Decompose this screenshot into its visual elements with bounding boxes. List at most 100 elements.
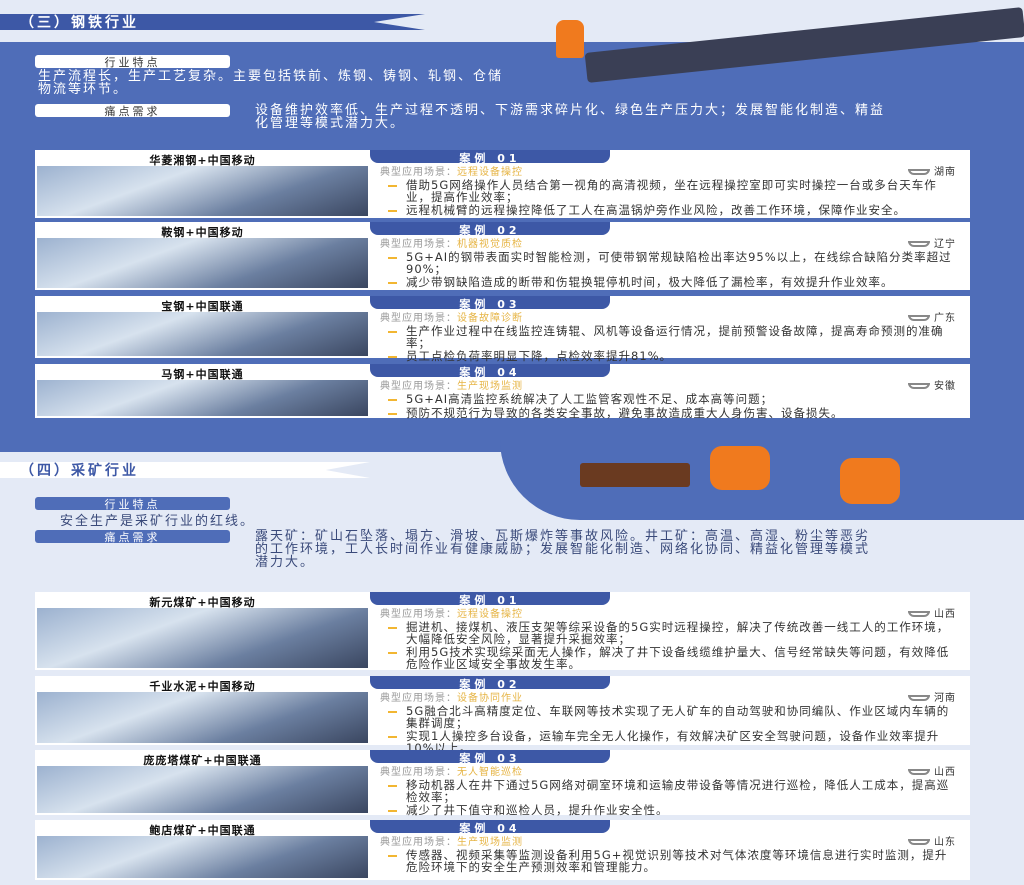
case-photo: 宝钢+中国联通: [35, 296, 370, 358]
mining-feature-text: 安全生产是采矿行业的红线。: [60, 514, 256, 529]
case-row: 华菱湘钢+中国移动 案例 01 典型应用场景：远程设备操控 湖南 借助5G网络操作人员结…: [35, 150, 970, 218]
location-pin-icon: [908, 169, 930, 175]
case-row: 鞍钢+中国移动 案例 02 典型应用场景：机器视觉质检 辽宁 5G+AI的钢带表面实时智…: [35, 222, 970, 290]
location-pin-icon: [908, 839, 930, 845]
case-caption: 马钢+中国联通: [37, 366, 368, 381]
bullet-item: 传感器、视频采集等监测设备利用5G+视觉识别等技术对气体浓度等环境信息进行实时监…: [380, 849, 956, 873]
location-text: 山东: [934, 837, 956, 848]
bullet-item: 5G+AI的钢带表面实时智能检测，可使带钢常规缺陷检出率达95%以上，在线综合缺…: [380, 251, 956, 275]
scene-info: 典型应用场景：生产现场监测: [380, 833, 523, 848]
scene-label: 典型应用场景：: [380, 837, 457, 848]
location-text: 湖南: [934, 167, 956, 178]
location-pin-icon: [908, 241, 930, 247]
bullet-item: 减少了井下值守和巡检人员，提升作业安全性。: [380, 804, 956, 817]
scene-line: 典型应用场景：生产现场监测 安徽: [380, 377, 956, 392]
scene-info: 典型应用场景：机器视觉质检: [380, 235, 523, 250]
location-pin-icon: [908, 315, 930, 321]
scene-value: 设备故障诊断: [457, 313, 523, 324]
location-text: 河南: [934, 693, 956, 704]
scene-info: 典型应用场景：设备故障诊断: [380, 309, 523, 324]
scene-value: 生产现场监测: [457, 837, 523, 848]
location-pin-icon: [908, 611, 930, 617]
scene-line: 典型应用场景：机器视觉质检 辽宁: [380, 235, 956, 250]
case-tab: 案例 04: [370, 820, 610, 835]
steel-feature-label: 行业特点: [35, 55, 230, 69]
case-caption: 华菱湘钢+中国移动: [37, 152, 368, 167]
location-pin-icon: [908, 695, 930, 701]
case-caption: 新元煤矿+中国移动: [37, 594, 368, 609]
scene-label: 典型应用场景：: [380, 239, 457, 250]
location: 山西: [908, 605, 956, 620]
case-row: 宝钢+中国联通 案例 03 典型应用场景：设备故障诊断 广东 生产作业过程中在线监控连铸…: [35, 296, 970, 362]
scene-value: 机器视觉质检: [457, 239, 523, 250]
case-tab: 案例 02: [370, 222, 610, 237]
location-text: 广东: [934, 313, 956, 324]
location: 广东: [908, 309, 956, 324]
case-card: 案例 04 典型应用场景：生产现场监测 山东 传感器、视频采集等监测设备利用5G+视觉…: [370, 820, 970, 880]
location: 河南: [908, 689, 956, 704]
location: 安徽: [908, 377, 956, 392]
steel-section-title: （三）钢铁行业: [0, 14, 425, 30]
case-tab: 案例 01: [370, 592, 610, 607]
case-photo: 鲍店煤矿+中国联通: [35, 820, 370, 880]
case-caption: 千业水泥+中国移动: [37, 678, 368, 693]
scene-value: 远程设备操控: [457, 609, 523, 620]
bullet-item: 实现1人操控多台设备，运输车完全无人化操作，有效解决矿区安全驾驶问题，设备作业效…: [380, 730, 956, 754]
location: 山东: [908, 833, 956, 848]
steel-pain-text: 设备维护效率低、生产过程不透明、下游需求碎片化、绿色生产压力大；发展智能化制造、…: [255, 103, 886, 131]
case-card: 案例 02 典型应用场景：机器视觉质检 辽宁 5G+AI的钢带表面实时智能检测，可使带…: [370, 222, 970, 290]
case-tab: 案例 02: [370, 676, 610, 691]
location-text: 安徽: [934, 381, 956, 392]
scene-line: 典型应用场景：生产现场监测 山东: [380, 833, 956, 848]
scene-value: 设备协同作业: [457, 693, 523, 704]
location: 山西: [908, 763, 956, 778]
scene-line: 典型应用场景：设备故障诊断 广东: [380, 309, 956, 324]
case-photo: 马钢+中国联通: [35, 364, 370, 418]
worker-icon: [556, 20, 584, 58]
miner-icon: [710, 446, 770, 490]
bullet-item: 员工点检负荷率明显下降，点检效率提升81%。: [380, 350, 956, 363]
case-card: 案例 03 典型应用场景：无人智能巡检 山西 移动机器人在井下通过5G网络对硐室环境和…: [370, 750, 970, 817]
case-photo: 千业水泥+中国移动: [35, 676, 370, 745]
case-row: 新元煤矿+中国移动 案例 01 典型应用场景：远程设备操控 山西 掘进机、接煤机、液压支…: [35, 592, 970, 670]
location-text: 山西: [934, 609, 956, 620]
case-card: 案例 01 典型应用场景：远程设备操控 湖南 借助5G网络操作人员结合第一视角的高清视…: [370, 150, 970, 218]
bullet-item: 5G融合北斗高精度定位、车联网等技术实现了无人矿车的自动驾驶和协同编队、作业区域…: [380, 705, 956, 729]
mining-pain-label: 痛点需求: [35, 530, 230, 544]
bullet-item: 5G+AI高清监控系统解决了人工监管客观性不足、成本高等问题；: [380, 393, 956, 406]
case-photo: 新元煤矿+中国移动: [35, 592, 370, 670]
scene-line: 典型应用场景：远程设备操控 湖南: [380, 163, 956, 178]
bullet-item: 预防不规范行为导致的各类安全事故，避免事故造成重大人身伤害、设备损失。: [380, 407, 956, 420]
case-tab: 案例 01: [370, 150, 610, 165]
case-caption: 鞍钢+中国移动: [37, 224, 368, 239]
mining-feature-label: 行业特点: [35, 497, 230, 511]
case-row: 庞庞塔煤矿+中国联通 案例 03 典型应用场景：无人智能巡检 山西 移动机器人在井下通过…: [35, 750, 970, 817]
scene-label: 典型应用场景：: [380, 609, 457, 620]
location-text: 山西: [934, 767, 956, 778]
scene-label: 典型应用场景：: [380, 767, 457, 778]
scene-label: 典型应用场景：: [380, 313, 457, 324]
bullet-item: 移动机器人在井下通过5G网络对硐室环境和运输皮带设备等情况进行巡检，降低人工成本…: [380, 779, 956, 803]
steel-feature-text: 生产流程长，生产工艺复杂。主要包括铁前、炼钢、铸钢、轧钢、仓储物流等环节。: [38, 69, 504, 97]
bullet-item: 远程机械臂的远程操控降低了工人在高温锅炉旁作业风险，改善工作环境，保障作业安全。: [380, 204, 956, 217]
bullet-item: 掘进机、接煤机、液压支架等综采设备的5G实时远程操控，解决了传统改善一线工人的工…: [380, 621, 956, 645]
location-pin-icon: [908, 769, 930, 775]
scene-value: 无人智能巡检: [457, 767, 523, 778]
location-text: 辽宁: [934, 239, 956, 250]
case-card: 案例 04 典型应用场景：生产现场监测 安徽 5G+AI高清监控系统解决了人工监管客观…: [370, 364, 970, 418]
scene-info: 典型应用场景：设备协同作业: [380, 689, 523, 704]
bullet-item: 借助5G网络操作人员结合第一视角的高清视频，坐在远程操控室即可实时操控一台或多台…: [380, 179, 956, 203]
case-photo: 鞍钢+中国移动: [35, 222, 370, 290]
mine-cart-illustration: [580, 463, 690, 487]
case-row: 千业水泥+中国移动 案例 02 典型应用场景：设备协同作业 河南 5G融合北斗高精度定位…: [35, 676, 970, 753]
mining-section-title: （四）采矿行业: [0, 462, 370, 478]
case-caption: 庞庞塔煤矿+中国联通: [37, 752, 368, 767]
scene-value: 生产现场监测: [457, 381, 523, 392]
scene-info: 典型应用场景：无人智能巡检: [380, 763, 523, 778]
case-row: 鲍店煤矿+中国联通 案例 04 典型应用场景：生产现场监测 山东 传感器、视频采集等监测…: [35, 820, 970, 880]
case-card: 案例 01 典型应用场景：远程设备操控 山西 掘进机、接煤机、液压支架等综采设备的5G…: [370, 592, 970, 670]
case-card: 案例 03 典型应用场景：设备故障诊断 广东 生产作业过程中在线监控连铸辊、风机等设备…: [370, 296, 970, 362]
scene-info: 典型应用场景：远程设备操控: [380, 163, 523, 178]
case-row: 马钢+中国联通 案例 04 典型应用场景：生产现场监测 安徽 5G+AI高清监控系统解决…: [35, 364, 970, 418]
bullet-item: 利用5G技术实现综采面无人操作，解决了井下设备线缆维护量大、信号经常缺失等问题，…: [380, 646, 956, 670]
